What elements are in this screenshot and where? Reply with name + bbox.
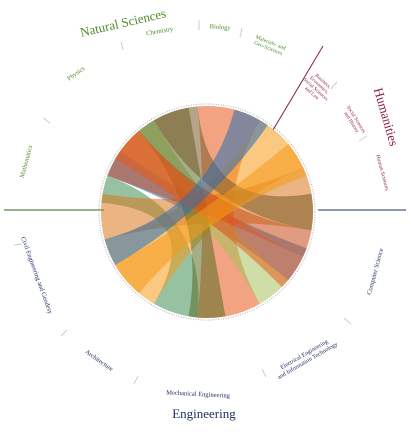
chord-ribbon [154,106,314,231]
discipline-label-materials: Materials- and Geo-Sciences [253,34,287,57]
group-label-engineering: Engineering [172,406,236,421]
discipline-label-social-sciences-history: Social Sciences and History [342,105,365,134]
chord-ribbon [104,109,268,265]
discipline-label-chemistry: Chemistry [146,26,175,38]
discipline-label-human-sciences: Human Sciences [374,154,389,191]
chord-ribbon [101,175,199,318]
discipline-label-electrical: Electrical Engineering and Information T… [276,339,339,381]
chords-layer [100,106,314,318]
chord-ribbon [115,143,307,294]
discipline-label-mathematics: Mathematics [19,144,35,179]
discipline-label-architecture: Architecture [84,349,115,373]
discipline-label-computer-science: Computer Science [366,247,385,295]
discipline-label-physics: Physics [66,65,87,82]
discipline-label-mechanical: Mechanical Engineering [166,389,231,399]
discipline-label-biology: Biology [209,23,231,32]
section-dividers [13,20,368,385]
electrical-label-line2: and Information Technology [276,341,339,381]
discipline-label-business: Business, Economics, Social Sciences and… [302,73,331,102]
group-label-humanities: Humanities [371,86,402,148]
discipline-label-civil: Civil Engineering and Geodesy [19,236,54,316]
outer-ring [98,103,316,321]
group-divider-humanities [272,45,324,131]
